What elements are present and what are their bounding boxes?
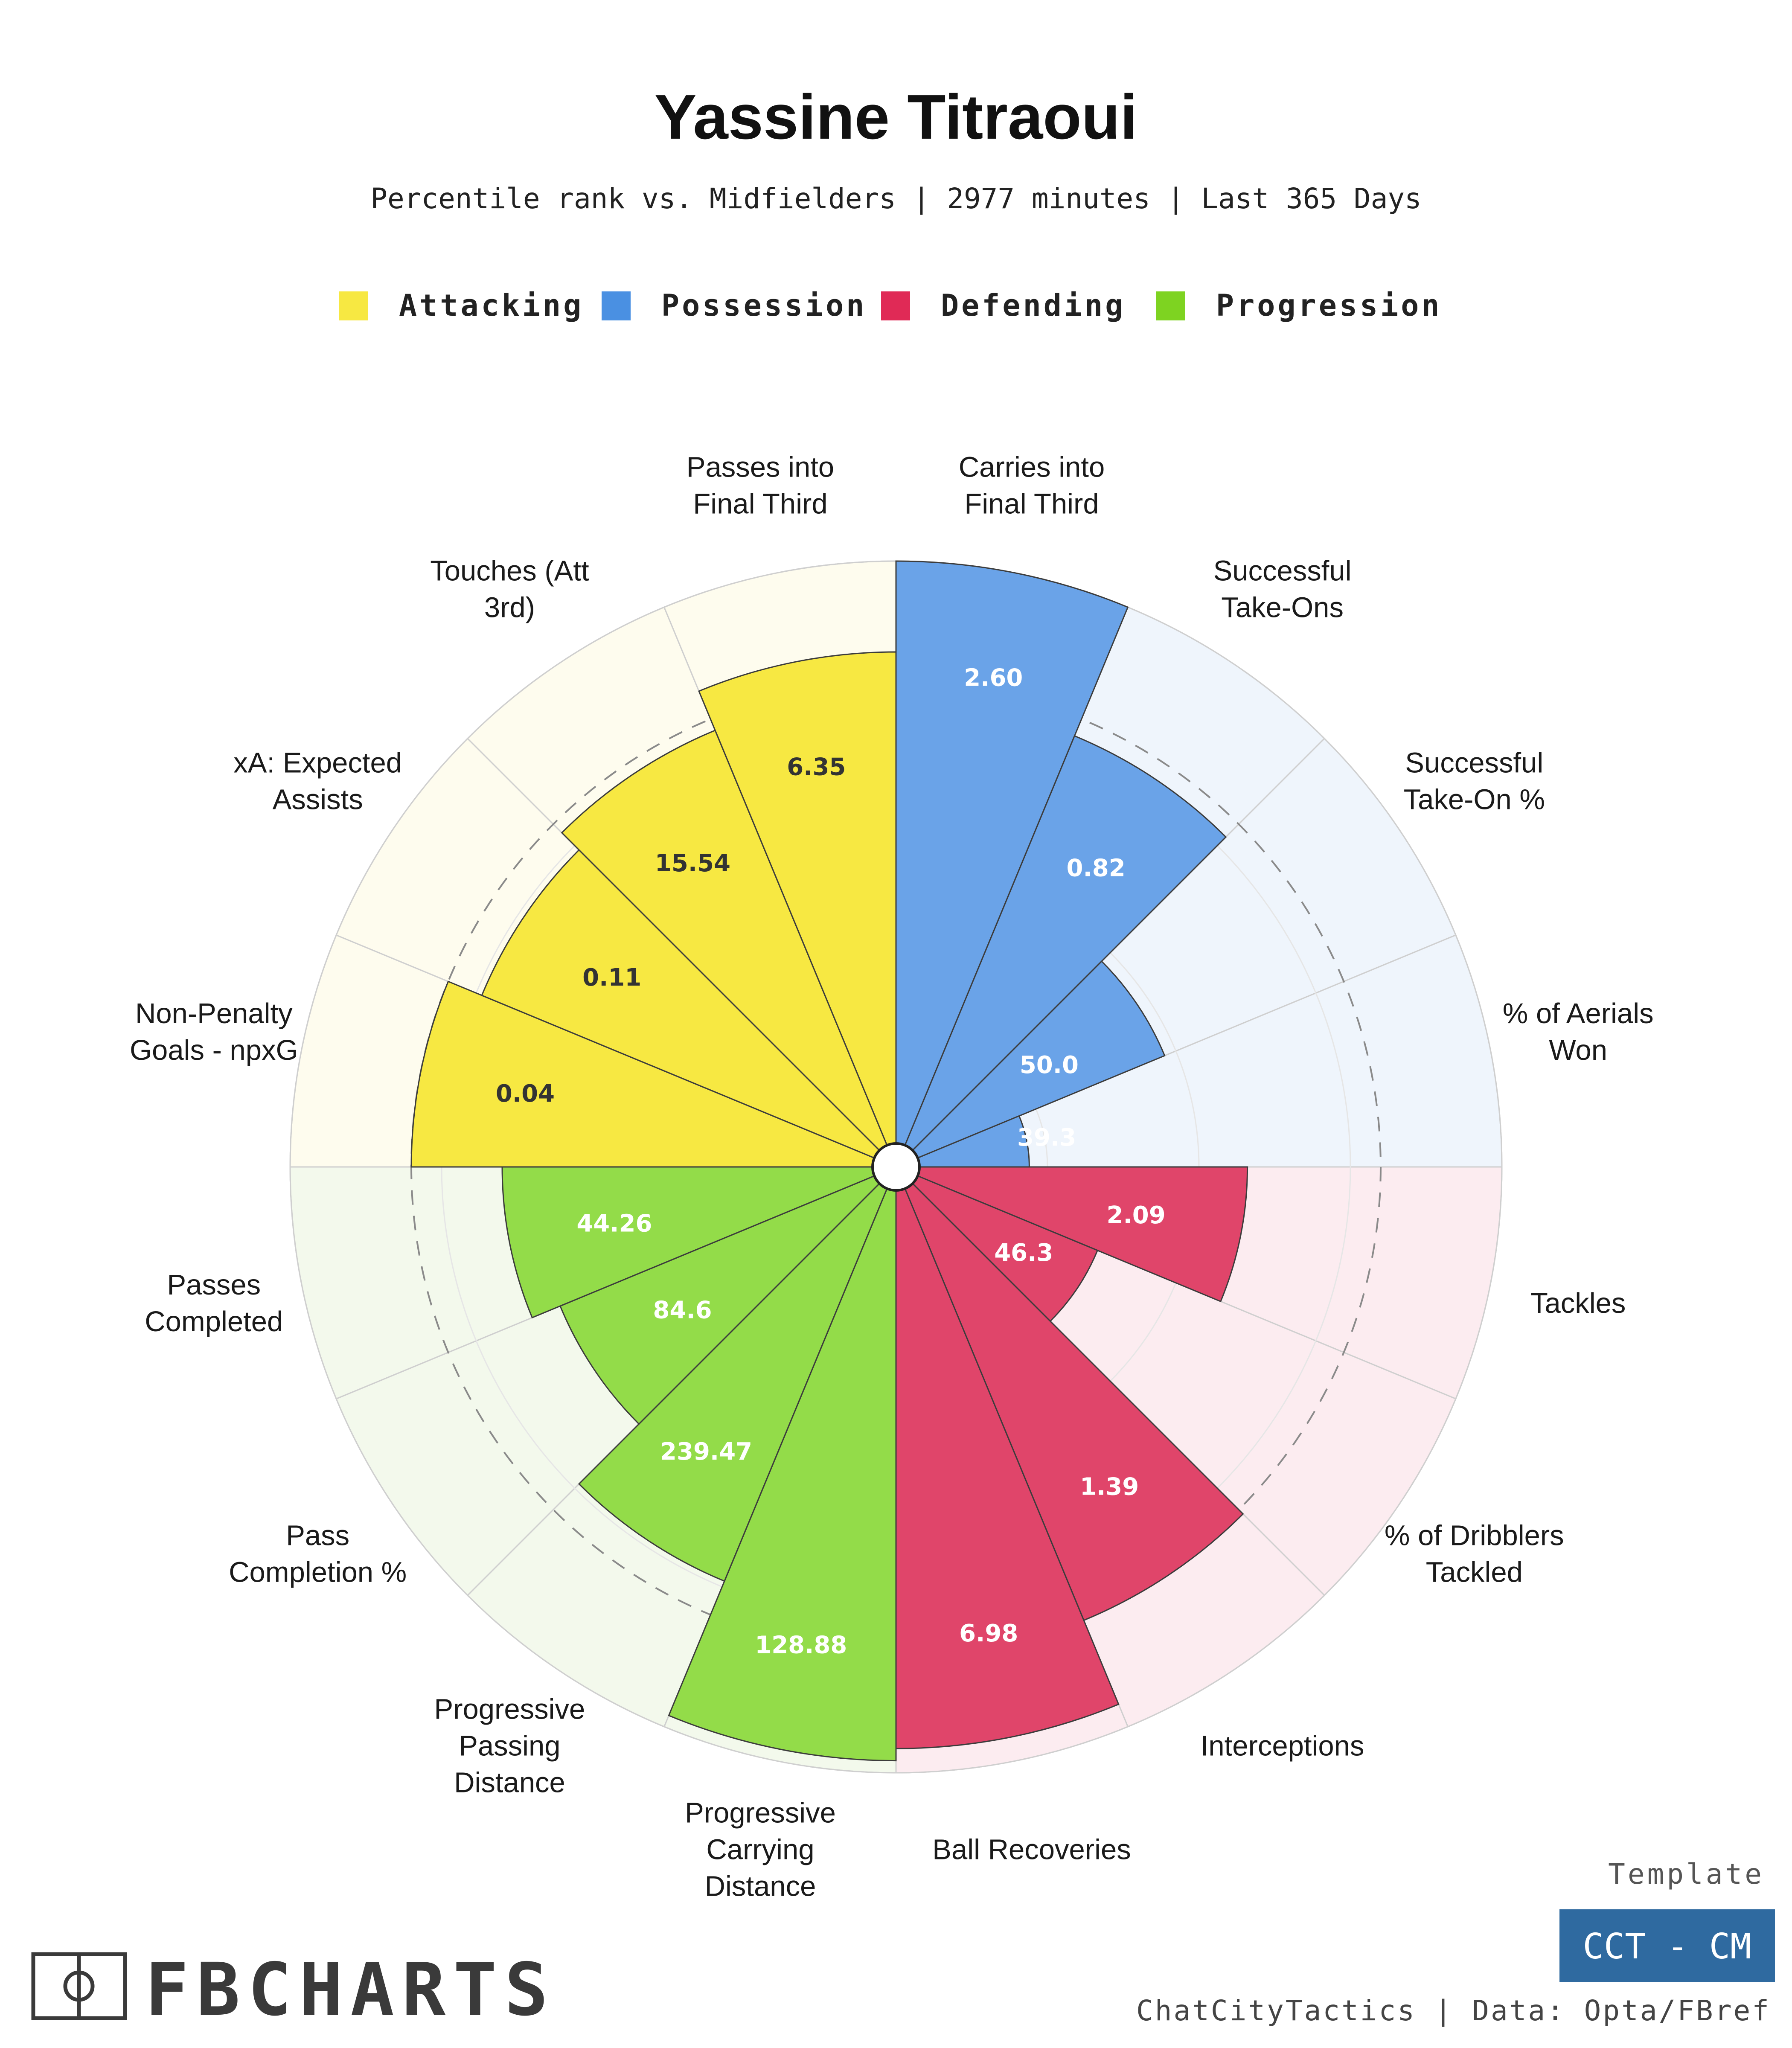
value-label: 39.3 [1017,1124,1076,1152]
bar-xa-expected-assists [481,849,897,1168]
brand-logo: FBCHARTS [31,1948,556,2032]
legend-label-defending: Defending [941,288,1126,323]
bar--of-dribblers-tackled [895,1166,1099,1322]
axis-label: Progressive Passing Distance [434,1693,585,1798]
value-label: 1.39 [1080,1473,1139,1501]
axis-label: Ball Recoveries [932,1834,1131,1866]
legend-label-attacking: Attacking [399,288,584,323]
bar-pass-completion- [559,1166,897,1425]
value-label: 46.3 [994,1239,1053,1267]
axis-labels: Carries into Final Third Successful Take-On… [130,451,1654,1902]
bar-non-penalty-goals-npxg [410,980,896,1168]
axis-label: Pass Completion % [229,1520,407,1588]
axis-label: Successful Take-On % [1404,747,1545,815]
bar-successful-take-on- [895,960,1166,1168]
axis-label: Touches (Att 3rd) [430,555,589,624]
bar-successful-take-ons [895,735,1227,1168]
axis-label: % of Aerials Won [1503,998,1654,1066]
axis-label: Passes into Final Third [687,451,834,520]
value-label: 6.98 [959,1620,1018,1647]
bar-carries-into-final-third [895,560,1129,1167]
value-label: 44.26 [576,1210,652,1237]
percentile-bars [410,560,1248,1762]
chart-subtitle: Percentile rank vs. Midfielders | 2977 m… [370,182,1422,215]
bar-tackles [896,1166,1248,1303]
legend-swatch-possession [602,291,631,320]
value-label: 0.82 [1067,855,1126,882]
bar-progressive-passing-distance [578,1166,897,1582]
value-label: 128.88 [755,1632,847,1659]
axis-label: xA: Expected Assists [233,747,402,815]
bar-ball-recoveries [895,1167,1120,1749]
axis-label: Interceptions [1201,1730,1364,1762]
axis-label: Non-Penalty Goals - npxG [130,998,298,1066]
axis-label: Passes Completed [145,1269,283,1338]
value-label: 2.60 [964,664,1023,692]
value-label: 6.35 [787,753,846,781]
value-label: 0.11 [582,964,641,992]
template-badge-text: CCT - CM [1583,1926,1751,1967]
axis-label: Tackles [1530,1287,1626,1319]
page-title: Yassine Titraoui [655,82,1137,152]
value-label: 239.47 [660,1438,752,1466]
bar-passes-into-final-third [698,651,897,1167]
data-credit: ChatCityTactics | Data: Opta/FBref [1136,1994,1771,2027]
bar-passes-completed [501,1166,896,1319]
axis-label: Carries into Final Third [959,451,1105,520]
pitch-icon [31,1952,127,2020]
legend-swatch-attacking [339,291,368,320]
value-label: 15.54 [655,849,730,877]
value-label: 84.6 [653,1297,712,1324]
axis-label: Successful Take-Ons [1213,555,1352,624]
legend-label-possession: Possession [661,288,867,323]
bar-touches-att-3rd- [561,729,897,1168]
bar--of-aerials-won [896,1115,1030,1168]
value-label: 50.0 [1020,1051,1079,1079]
value-label: 2.09 [1107,1201,1166,1229]
axis-label: Progressive Carrying Distance [685,1797,836,1903]
brand-wordmark: FBCHARTS [145,1948,556,2032]
legend-swatch-progression [1156,291,1185,320]
value-label: 0.04 [496,1080,555,1108]
footer-template: Template CCT - CM ChatCityTactics | Data… [1136,1858,1775,2027]
legend-swatch-defending [881,291,910,320]
template-label: Template [1608,1858,1764,1891]
center-hub [871,1142,921,1192]
axis-label: % of Dribblers Tackled [1385,1520,1564,1588]
value-labels: 2.60 0.82 50.0 39.3 2.09 46.3 1.39 6.98 128.88 23… [496,664,1166,1659]
legend-label-progression: Progression [1216,288,1442,323]
template-badge [1559,1909,1775,1982]
bar-interceptions [895,1166,1244,1621]
legend: Attacking Possession Defending Progressi… [339,288,1442,323]
bar-progressive-carrying-distance [668,1167,897,1762]
